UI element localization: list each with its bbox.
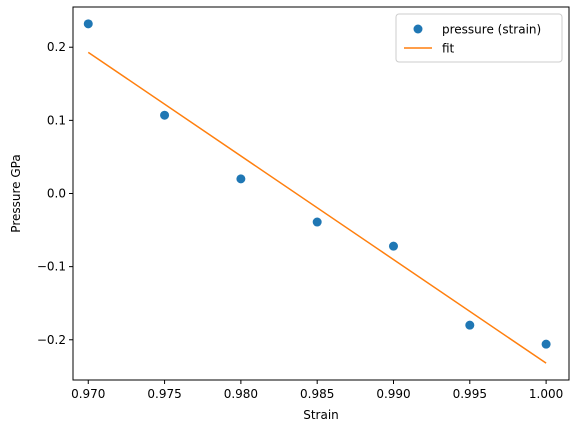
x-tick-label: 0.975 (147, 387, 181, 401)
x-tick-label: 1.000 (529, 387, 563, 401)
y-tick-label: −0.2 (37, 333, 66, 347)
data-point (160, 110, 170, 120)
data-point (83, 19, 93, 29)
y-axis: −0.2 −0.1 0.0 0.1 0.2 (37, 40, 73, 347)
data-point (541, 339, 551, 349)
x-axis: 0.970 0.975 0.980 0.985 0.990 0.995 1.000 (71, 380, 563, 401)
x-tick-label: 0.985 (300, 387, 334, 401)
legend: pressure (strain) fit (395, 13, 563, 63)
data-point (312, 217, 322, 227)
data-point (236, 174, 246, 184)
y-tick-label: 0.0 (47, 187, 66, 201)
x-tick-label: 0.990 (376, 387, 410, 401)
x-tick-label: 0.995 (453, 387, 487, 401)
x-axis-label: Strain (303, 408, 339, 422)
plot-area (83, 19, 551, 364)
data-point (388, 241, 398, 251)
x-tick-label: 0.980 (224, 387, 258, 401)
y-tick-label: 0.1 (47, 113, 66, 127)
data-point (465, 320, 475, 330)
y-tick-label: 0.2 (47, 40, 66, 54)
legend-label-fit: fit (442, 42, 455, 56)
x-tick-label: 0.970 (71, 387, 105, 401)
legend-label-pressure: pressure (strain) (442, 23, 541, 37)
legend-box (395, 13, 563, 63)
y-tick-label: −0.1 (37, 260, 66, 274)
fit-line (87, 51, 547, 364)
legend-marker-pressure (413, 24, 423, 34)
y-axis-label: Pressure GPa (9, 154, 23, 232)
